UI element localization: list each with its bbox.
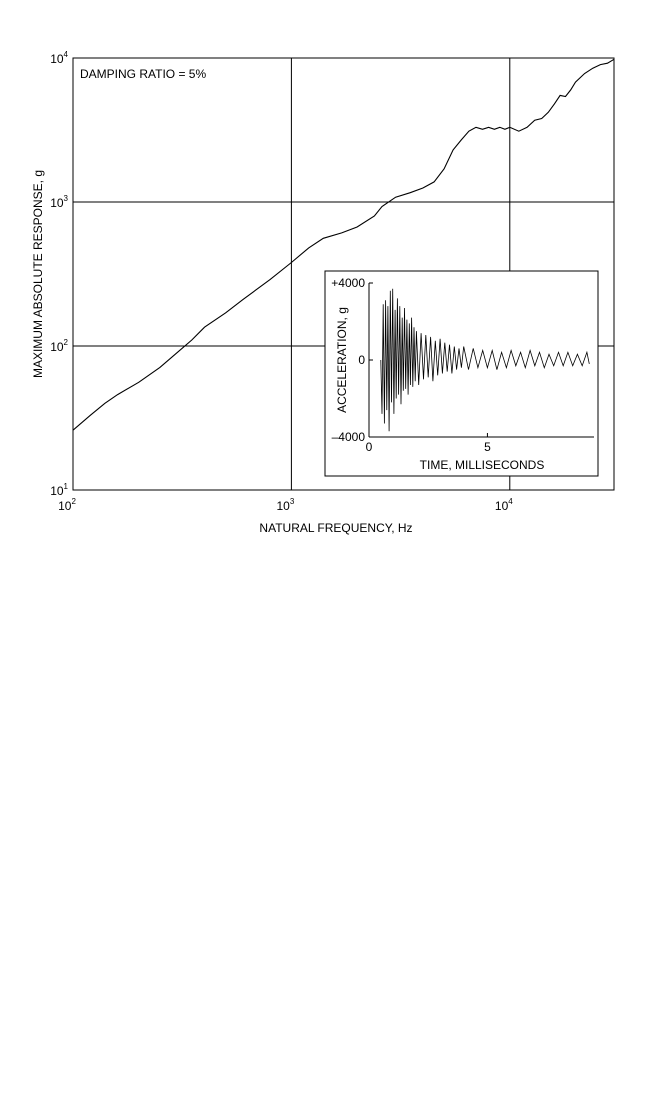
inset-y-axis-label: ACCELERATION, g bbox=[335, 307, 349, 413]
main-x-tick-labels: 102 103 104 bbox=[58, 497, 513, 513]
inset-y-tick-label: 0 bbox=[358, 353, 365, 367]
main-x-axis-label: NATURAL FREQUENCY, Hz bbox=[259, 521, 412, 535]
main-plot-frame bbox=[72, 57, 615, 491]
inset-x-axis-label: TIME, MILLISECONDS bbox=[420, 458, 545, 472]
inset-x-tick-label: 5 bbox=[484, 440, 491, 454]
main-y-tick-label: 101 bbox=[50, 482, 68, 498]
damping-annotation: DAMPING RATIO = 5% bbox=[80, 67, 206, 81]
inset-y-tick-label: –4000 bbox=[332, 430, 366, 444]
main-y-axis-label: MAXIMUM ABSOLUTE RESPONSE, g bbox=[31, 170, 45, 378]
inset-series-line bbox=[380, 288, 590, 432]
inset-x-tick-label: 0 bbox=[366, 440, 373, 454]
main-y-tick-label: 104 bbox=[50, 50, 68, 66]
main-y-tick-label: 102 bbox=[50, 338, 68, 354]
main-x-tick-label: 103 bbox=[276, 497, 294, 513]
main-y-tick-label: 103 bbox=[50, 194, 68, 210]
inset-box bbox=[324, 270, 599, 477]
main-x-tick-label: 102 bbox=[58, 497, 76, 513]
main-y-tick-labels: 101 102 103 104 bbox=[50, 50, 68, 498]
main-x-tick-label: 104 bbox=[495, 497, 513, 513]
main-series-line bbox=[72, 58, 615, 431]
inset-y-tick-label: +4000 bbox=[331, 276, 365, 290]
